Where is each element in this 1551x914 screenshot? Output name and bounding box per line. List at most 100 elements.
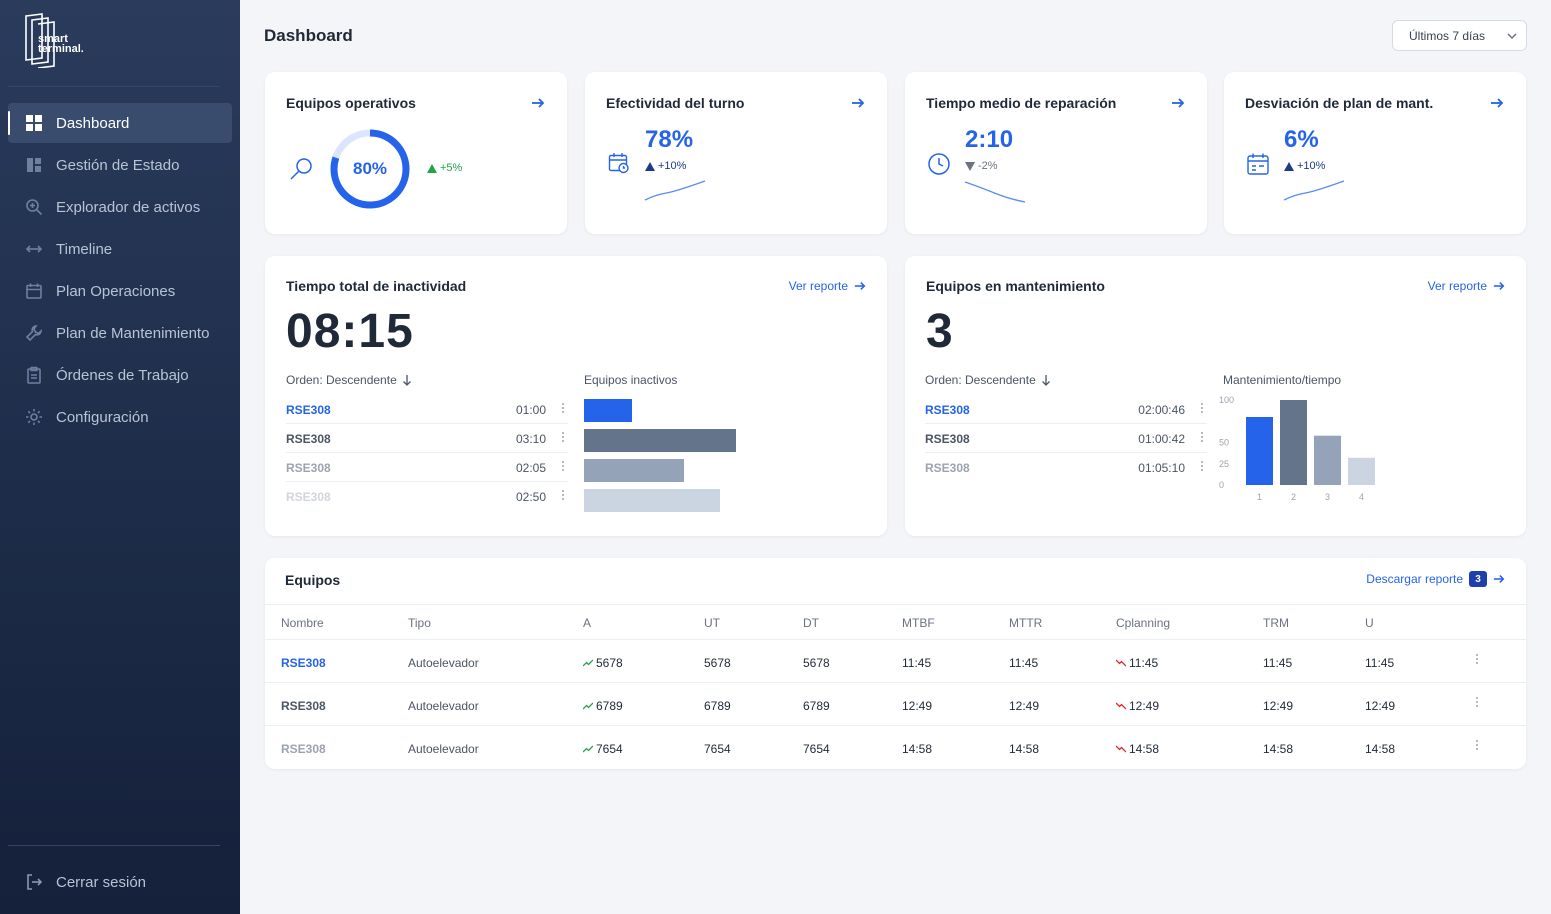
column-header[interactable]: UT	[704, 616, 720, 630]
ver-reporte-link[interactable]: Ver reporte	[1428, 279, 1505, 293]
cell-cplanning: 11:45	[1116, 656, 1158, 670]
more-vertical-icon[interactable]	[1197, 429, 1207, 445]
column-header[interactable]: MTTR	[1009, 616, 1043, 630]
column-header[interactable]: DT	[803, 616, 819, 630]
triangle-up-icon	[427, 163, 437, 173]
maintenance-card: Equipos en mantenimiento Ver reporte 3 O…	[905, 256, 1526, 536]
sort-order-label: Orden: Descendente	[925, 373, 1036, 387]
arrow-right-icon[interactable]	[531, 96, 545, 115]
arrow-right-icon[interactable]	[1171, 96, 1185, 115]
y-tick-label: 0	[1219, 480, 1224, 490]
more-vertical-icon[interactable]	[558, 429, 568, 445]
trend-down-icon	[1116, 702, 1126, 710]
column-header[interactable]: Cplanning	[1116, 616, 1171, 630]
card-title: Tiempo total de inactividad	[286, 278, 467, 294]
sidebar-item-label: Timeline	[56, 240, 113, 258]
wrench-icon	[24, 323, 44, 343]
date-range-value: Últimos 7 días	[1409, 28, 1486, 43]
sidebar-item-ordenes-trabajo[interactable]: Órdenes de Trabajo	[8, 355, 232, 395]
more-vertical-icon[interactable]	[1197, 400, 1207, 416]
more-vertical-icon[interactable]	[1197, 458, 1207, 474]
chart-label: Equipos inactivos	[584, 373, 678, 387]
column-header[interactable]: U	[1365, 616, 1374, 630]
cell-nombre[interactable]: RSE308	[281, 699, 326, 713]
sidebar-item-timeline[interactable]: Timeline	[8, 229, 232, 269]
maintenance-row[interactable]: RSE308 01:00:42	[925, 424, 1207, 453]
sidebar-item-plan-operaciones[interactable]: Plan Operaciones	[8, 271, 232, 311]
kpi-title: Desviación de plan de mant.	[1245, 95, 1434, 111]
more-vertical-icon[interactable]	[558, 487, 568, 503]
y-tick-label: 25	[1219, 459, 1229, 469]
x-tick-label: 1	[1257, 492, 1262, 502]
cell-u: 14:58	[1365, 742, 1396, 756]
sidebar-item-configuracion[interactable]: Configuración	[8, 397, 232, 437]
more-vertical-icon[interactable]	[558, 458, 568, 474]
sidebar-divider	[8, 86, 220, 87]
cell-nombre[interactable]: RSE308	[281, 742, 326, 756]
table-row[interactable]: RSE308 Autoelevador 6789 6789 6789 12:49…	[265, 683, 1526, 726]
sidebar-item-explorador[interactable]: Explorador de activos	[8, 187, 232, 227]
sidebar-item-label: Configuración	[56, 408, 149, 426]
arrow-down-icon	[1041, 375, 1050, 386]
column-header[interactable]: Tipo	[408, 616, 431, 630]
kpi-delta-value: +5%	[440, 162, 463, 174]
sidebar-item-label: Gestión de Estado	[56, 156, 180, 174]
logout-button[interactable]: Cerrar sesión	[8, 862, 232, 902]
download-report-link[interactable]: Descargar reporte 3	[1366, 571, 1505, 587]
maintenance-row[interactable]: RSE308 02:00:46	[925, 395, 1207, 424]
kpi-delta: +10%	[645, 160, 686, 172]
column-header[interactable]: Nombre	[281, 616, 324, 630]
arrow-right-icon	[854, 282, 866, 290]
column-header[interactable]: TRM	[1263, 616, 1289, 630]
sidebar-item-plan-mantenimiento[interactable]: Plan de Mantenimiento	[8, 313, 232, 353]
brand-name-line2: terminal.	[38, 43, 84, 55]
brand-logo[interactable]: smart terminal.	[22, 12, 84, 68]
progress-ring: 80%	[329, 128, 411, 210]
downtime-row[interactable]: RSE308 03:10	[286, 424, 568, 453]
equipos-table-card: Equipos Descargar reporte 3 Nombre Tipo …	[265, 558, 1526, 769]
cell-a: 6789	[583, 699, 623, 713]
sidebar-item-label: Explorador de activos	[56, 198, 201, 216]
date-range-select[interactable]: Últimos 7 días	[1392, 20, 1527, 51]
calendar-icon	[24, 281, 44, 301]
equipment-time: 02:00:46	[1138, 403, 1185, 417]
equipment-name: RSE308	[286, 403, 331, 417]
cell-nombre[interactable]: RSE308	[281, 656, 326, 670]
more-vertical-icon[interactable]	[1476, 697, 1478, 707]
downtime-row[interactable]: RSE308 01:00	[286, 395, 568, 424]
cell-u: 11:45	[1365, 656, 1395, 670]
link-label: Ver reporte	[788, 279, 848, 293]
sort-order-toggle[interactable]: Orden: Descendente	[286, 373, 412, 387]
calendar-clock-icon	[608, 152, 630, 179]
cell-mttr: 12:49	[1009, 699, 1040, 713]
kpi-card-desviacion-plan: Desviación de plan de mant. 6% +10%	[1224, 72, 1526, 234]
count-badge: 3	[1469, 571, 1487, 587]
x-tick-label: 2	[1291, 492, 1296, 502]
sidebar-item-gestion-estado[interactable]: Gestión de Estado	[8, 145, 232, 185]
equipment-time: 01:05:10	[1138, 461, 1185, 475]
sort-order-toggle[interactable]: Orden: Descendente	[925, 373, 1051, 387]
maintenance-row[interactable]: RSE308 01:05:10	[925, 453, 1207, 482]
bar	[1246, 417, 1273, 485]
table-row[interactable]: RSE308 Autoelevador 5678 5678 5678 11:45…	[265, 640, 1526, 683]
table-row[interactable]: RSE308 Autoelevador 7654 7654 7654 14:58…	[265, 726, 1526, 769]
trend-down-icon	[1116, 659, 1126, 667]
sidebar-item-dashboard[interactable]: Dashboard	[8, 103, 232, 143]
more-vertical-icon[interactable]	[558, 400, 568, 416]
downtime-row[interactable]: RSE308 02:05	[286, 453, 568, 482]
more-vertical-icon[interactable]	[1476, 740, 1478, 750]
equipment-time: 01:00:42	[1138, 432, 1185, 446]
downtime-row[interactable]: RSE308 02:50	[286, 482, 568, 511]
ver-reporte-link[interactable]: Ver reporte	[789, 279, 866, 293]
column-header[interactable]: MTBF	[902, 616, 935, 630]
cell-tipo: Autoelevador	[408, 656, 479, 670]
equipment-time: 02:50	[515, 490, 546, 504]
column-header[interactable]: A	[583, 616, 592, 630]
brand-name-line1: smart	[38, 33, 68, 45]
more-vertical-icon[interactable]	[1476, 654, 1478, 664]
cell-a-value: 5678	[596, 656, 623, 670]
arrow-right-icon[interactable]	[851, 96, 865, 115]
arrow-right-icon[interactable]	[1490, 96, 1504, 115]
kpi-delta-value: +10%	[1297, 160, 1326, 172]
equipment-time: 02:05	[515, 461, 546, 475]
